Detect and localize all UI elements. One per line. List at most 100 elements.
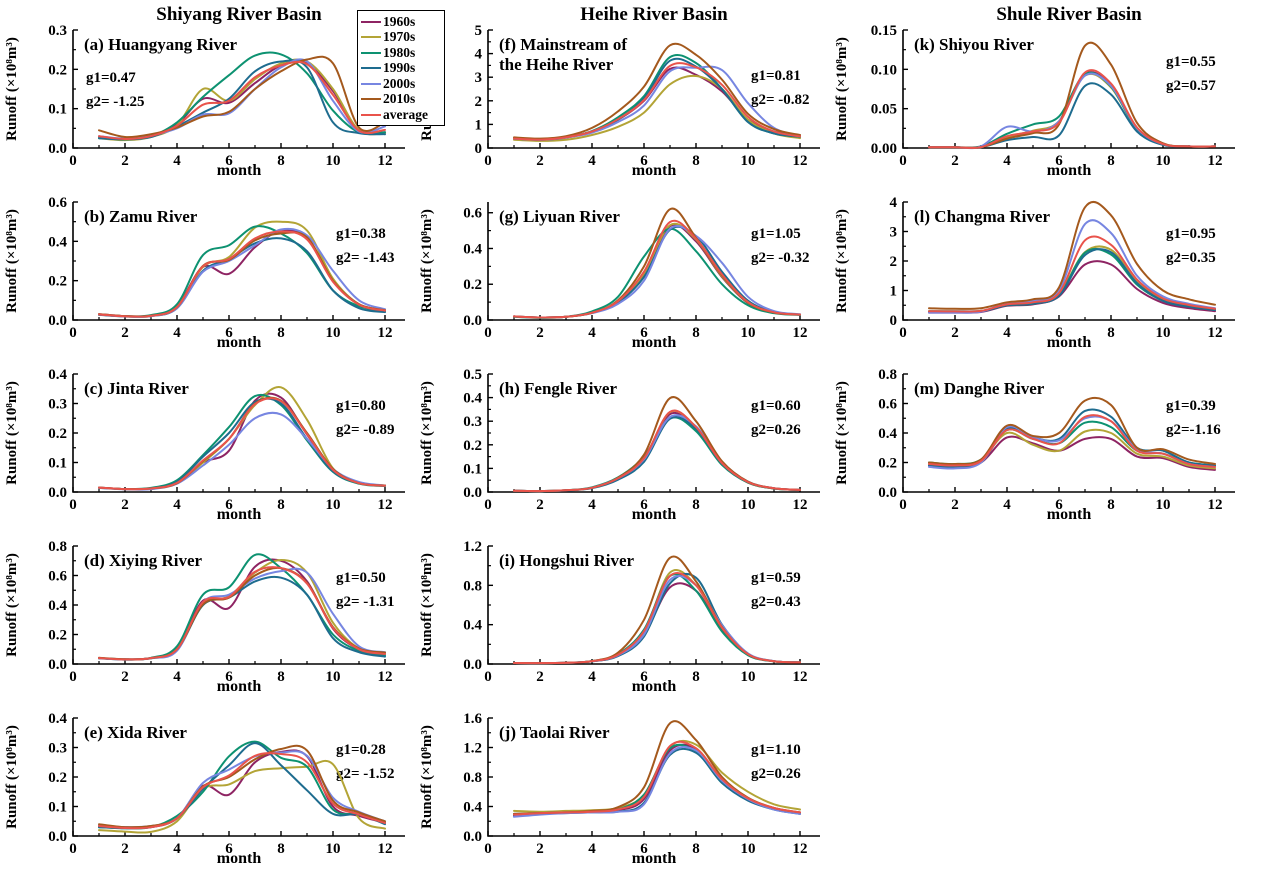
x-tick-label: 12 xyxy=(378,153,393,169)
x-axis-label: month xyxy=(632,850,677,867)
x-tick-label: 0 xyxy=(899,325,907,341)
annotation-g1: g1=1.10 xyxy=(751,742,801,758)
panel-f: 024681012012345Runoff (×10⁸m³)month(f) M… xyxy=(419,23,820,179)
x-tick-label: 4 xyxy=(588,325,596,341)
y-axis-label: Runoff (×10⁸m³) xyxy=(834,37,850,141)
annotation-g1: g1=0.60 xyxy=(751,398,801,414)
x-tick-label: 8 xyxy=(692,497,700,513)
y-tick-label: 0.4 xyxy=(48,598,67,614)
series-average xyxy=(928,235,1216,313)
x-axis-label: month xyxy=(632,506,677,523)
x-tick-label: 6 xyxy=(225,153,233,169)
annotation-g1: g1=1.05 xyxy=(751,226,801,242)
x-tick-label: 10 xyxy=(326,497,341,513)
series-2010s xyxy=(98,55,386,139)
x-tick-label: 10 xyxy=(1156,153,1171,169)
x-axis-label: month xyxy=(632,162,677,179)
y-tick-label: 0.0 xyxy=(48,313,67,329)
legend-label: 1970s xyxy=(383,29,416,45)
legend-label: average xyxy=(383,106,428,122)
annotation-g2: g2=0.26 xyxy=(751,766,801,782)
y-tick-label: 0.4 xyxy=(463,391,482,407)
x-tick-label: 12 xyxy=(378,841,393,857)
x-tick-label: 12 xyxy=(1208,153,1223,169)
basin-title-shule: Shule River Basin xyxy=(996,4,1142,25)
series-2000s xyxy=(513,575,801,665)
x-axis-label: month xyxy=(217,506,262,523)
panel-title: (h) Fengle River xyxy=(499,379,617,398)
x-tick-label: 4 xyxy=(173,325,181,341)
panel-e: 0 2 4 6 8 10 12 0.0 0.1 0.2 0.3 0.4 Runoff (×10⁸m³) m… xyxy=(4,711,405,867)
panel-title: the Heihe River xyxy=(499,55,614,74)
y-tick-label: 0.0 xyxy=(878,485,897,501)
x-tick-label: 6 xyxy=(225,841,233,857)
x-tick-label: 12 xyxy=(793,841,808,857)
y-tick-label: 0.6 xyxy=(48,195,67,211)
series-average xyxy=(98,566,386,661)
x-tick-label: 2 xyxy=(951,325,959,341)
panel-h: 0 2 4 6 8 10 12 0.0 0.1 0.2 0.3 0.4 0.5 Runoff (×10⁸m… xyxy=(419,367,820,523)
annotation-g2: g2= -0.89 xyxy=(336,422,395,438)
x-tick-label: 6 xyxy=(1055,153,1063,169)
legend-label: 1960s xyxy=(383,13,416,29)
x-tick-label: 8 xyxy=(1107,497,1115,513)
series-1990s xyxy=(513,747,801,818)
series-average xyxy=(98,397,386,491)
y-tick-label: 0.0 xyxy=(48,141,67,157)
y-tick-label: 0.2 xyxy=(48,62,67,78)
panel-k: 0 2 4 6 8 10 12 0.00 0.05 0.10 0.15 Runoff (×10⁸m³)… xyxy=(834,23,1235,179)
y-tick-label: 0.1 xyxy=(463,461,482,477)
series-average xyxy=(98,60,386,140)
legend-line-swatch xyxy=(361,20,381,23)
y-tick-label: 2 xyxy=(475,94,483,110)
annotation-g2: g2= -1.43 xyxy=(336,250,395,266)
y-tick-label: 0.3 xyxy=(48,741,67,757)
y-tick-label: 0.4 xyxy=(48,367,67,383)
legend-label: 2010s xyxy=(383,91,416,107)
basin-title-heihe: Heihe River Basin xyxy=(580,4,728,25)
x-tick-label: 2 xyxy=(951,497,959,513)
x-tick-label: 6 xyxy=(640,153,648,169)
series-average xyxy=(513,740,801,816)
y-tick-label: 3 xyxy=(890,225,898,241)
legend-item-1990s: 1990s xyxy=(361,60,441,77)
y-tick-label: 0.0 xyxy=(48,657,67,673)
x-tick-label: 8 xyxy=(692,325,700,341)
x-tick-label: 10 xyxy=(741,841,756,857)
y-tick-label: 0.2 xyxy=(48,274,67,290)
y-tick-label: 0.3 xyxy=(48,23,67,39)
x-axis-label: month xyxy=(1047,162,1092,179)
panel-g: 0 2 4 6 8 10 12 0.0 0.2 0.4 0.6 Runoff (×10⁸m³) mont… xyxy=(419,202,820,351)
panel-title: (f) Mainstream of xyxy=(499,35,627,54)
x-tick-label: 2 xyxy=(121,669,129,685)
series-average xyxy=(513,572,801,665)
panel-title: (l) Changma River xyxy=(914,207,1050,226)
x-tick-label: 4 xyxy=(588,497,596,513)
x-tick-label: 2 xyxy=(536,325,544,341)
y-tick-label: 3 xyxy=(475,70,483,86)
legend-line-swatch xyxy=(361,98,381,101)
panel-title: (a) Huangyang River xyxy=(84,35,237,54)
x-tick-label: 4 xyxy=(173,669,181,685)
x-tick-label: 0 xyxy=(69,325,77,341)
series-average xyxy=(513,62,801,141)
x-tick-label: 8 xyxy=(277,153,285,169)
x-tick-label: 6 xyxy=(225,325,233,341)
y-axis-label: Runoff (×10⁸m³) xyxy=(419,553,435,657)
y-tick-label: 0.5 xyxy=(463,367,482,383)
x-tick-label: 12 xyxy=(793,669,808,685)
x-tick-label: 0 xyxy=(69,497,77,513)
x-tick-label: 2 xyxy=(121,841,129,857)
panel-title: (e) Xida River xyxy=(84,723,187,742)
y-tick-label: 1.2 xyxy=(463,741,482,757)
annotation-g2: g2=-1.16 xyxy=(1166,422,1221,438)
x-tick-label: 6 xyxy=(640,841,648,857)
x-tick-label: 10 xyxy=(326,153,341,169)
x-tick-label: 8 xyxy=(277,841,285,857)
legend-item-1970s: 1970s xyxy=(361,29,441,46)
y-tick-label: 1 xyxy=(475,117,483,133)
y-tick-label: 0.0 xyxy=(48,485,67,501)
series-average xyxy=(513,219,801,319)
